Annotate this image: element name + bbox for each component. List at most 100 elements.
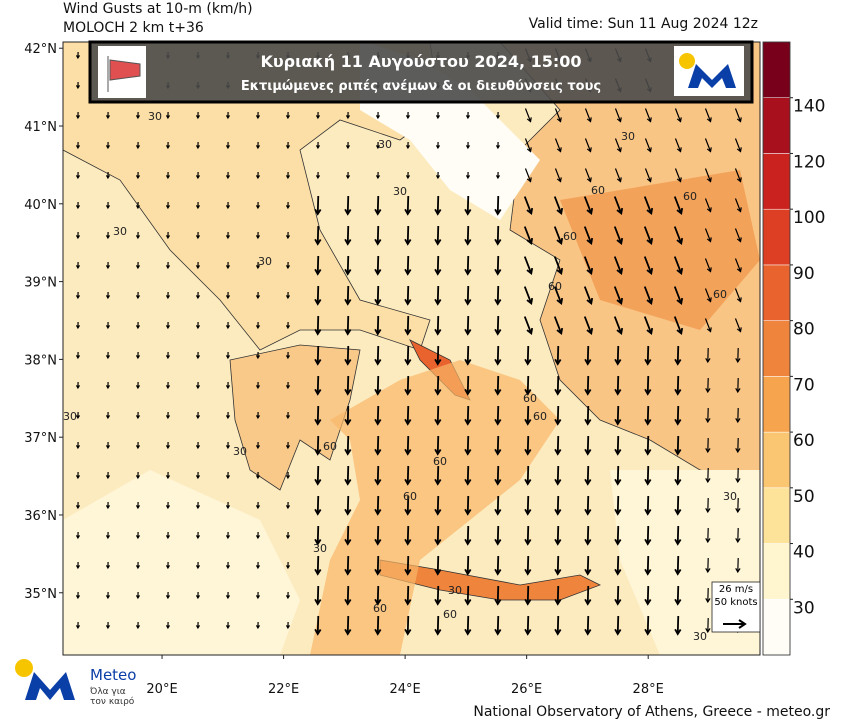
contour-label: 60 xyxy=(548,280,562,293)
wind-arrow xyxy=(195,411,201,420)
wind-arrow xyxy=(465,111,471,120)
wind-arrow xyxy=(674,108,682,123)
wind-arrow xyxy=(285,291,291,300)
wind-arrow xyxy=(374,435,382,456)
wind-arrow xyxy=(614,555,622,576)
wind-arrow xyxy=(434,345,442,366)
wind-arrow xyxy=(225,471,231,480)
wind-arrow xyxy=(374,405,382,426)
wind-arrow xyxy=(735,347,741,364)
wind-arrow xyxy=(75,531,81,540)
wind-arrow xyxy=(464,465,472,486)
wind-arrow xyxy=(195,621,201,630)
axes: 42°N 41°N 40°N 39°N 38°N 37°N 36°N 35°N 20°E 22°E… xyxy=(24,42,664,697)
logo-sun xyxy=(679,53,695,69)
wind-arrow xyxy=(674,345,682,366)
footer-m xyxy=(25,672,75,700)
wind-arrow xyxy=(553,226,564,246)
wind-arrow xyxy=(165,621,171,630)
colorbar-segment xyxy=(762,599,791,656)
wind-arrow xyxy=(195,141,201,150)
wind-arrow xyxy=(494,495,502,516)
contour-label: 30 xyxy=(378,138,392,151)
wind-arrow xyxy=(314,405,322,426)
contour-label: 60 xyxy=(523,392,537,405)
footer-logo: Meteo Όλα για τον καιρό xyxy=(15,659,136,707)
wind-arrow xyxy=(75,411,81,420)
wind-arrow xyxy=(255,411,261,420)
wind-arrow xyxy=(255,561,261,570)
wind-arrow xyxy=(255,501,261,510)
wind-arrow xyxy=(494,435,502,456)
key-speed: 26 m/s xyxy=(719,584,753,595)
wind-arrow xyxy=(255,171,261,180)
wind-arrow xyxy=(434,435,442,456)
wind-arrow xyxy=(704,138,712,153)
wind-arrow xyxy=(314,195,322,216)
wind-arrow xyxy=(374,555,382,576)
wind-arrow xyxy=(705,497,711,514)
wind-arrow xyxy=(135,441,141,450)
wind-arrow xyxy=(554,495,562,516)
wind-arrow xyxy=(315,171,321,180)
wind-arrow xyxy=(464,345,472,366)
wind-arrow xyxy=(735,377,741,394)
wind-arrow xyxy=(614,435,622,456)
wind-arrow xyxy=(434,225,442,246)
wind-arrow xyxy=(165,171,171,180)
wind-arrow xyxy=(644,465,652,486)
wind-arrow xyxy=(583,196,594,216)
wind-arrow xyxy=(494,405,502,426)
wind-arrow xyxy=(374,495,382,516)
wind-arrow xyxy=(434,315,442,336)
wind-arrow xyxy=(404,495,412,516)
wind-arrow xyxy=(344,255,352,276)
wind-arrow xyxy=(344,405,352,426)
wind-arrow xyxy=(255,441,261,450)
wind-arrow xyxy=(404,615,412,636)
wind-arrow xyxy=(434,615,442,636)
wind-arrow xyxy=(644,138,652,153)
wind-arrow xyxy=(584,375,592,396)
wind-arrow xyxy=(195,561,201,570)
wind-arrow xyxy=(614,615,622,636)
banner-subtitle: Εκτιμώμενες ριπές ανέμων & οι διευθύνσει… xyxy=(241,79,601,94)
wind-arrow xyxy=(195,531,201,540)
wind-arrow xyxy=(344,615,352,636)
wind-arrow xyxy=(285,231,291,240)
colorbar-label: 140 xyxy=(793,97,825,117)
colorbar-label: 70 xyxy=(793,375,815,395)
wind-arrow xyxy=(195,471,201,480)
wind-arrow xyxy=(165,381,171,390)
wind-arrow xyxy=(644,585,652,606)
wind-arrow xyxy=(404,225,412,246)
wind-arrow xyxy=(314,285,322,306)
contour-label: 30 xyxy=(393,185,407,198)
wind-arrow xyxy=(464,585,472,606)
key-arrow xyxy=(723,619,747,629)
wind-arrow xyxy=(165,441,171,450)
valid-time: Valid time: Sun 11 Aug 2024 12z xyxy=(529,16,758,32)
wind-arrow xyxy=(285,621,291,630)
wind-arrow xyxy=(524,465,532,486)
wind-arrow xyxy=(314,495,322,516)
wind-arrow xyxy=(434,285,442,306)
wind-arrow xyxy=(285,471,291,480)
wind-arrow xyxy=(674,375,682,396)
wind-arrow xyxy=(554,375,562,396)
wind-arrow xyxy=(644,108,652,123)
wind-arrow xyxy=(314,375,322,396)
contour-label: 30 xyxy=(723,490,737,503)
wind-arrow xyxy=(374,465,382,486)
wind-arrow xyxy=(613,316,624,336)
wind-arrow xyxy=(705,377,711,394)
wind-arrow xyxy=(165,231,171,240)
wind-arrow xyxy=(375,171,381,180)
wind-arrow xyxy=(314,225,322,246)
wind-arrow xyxy=(435,111,441,120)
wind-arrow xyxy=(614,465,622,486)
lat-label: 36°N xyxy=(24,509,57,524)
wind-arrow xyxy=(404,585,412,606)
wind-arrow xyxy=(673,316,684,336)
wind-arrow xyxy=(494,285,502,306)
